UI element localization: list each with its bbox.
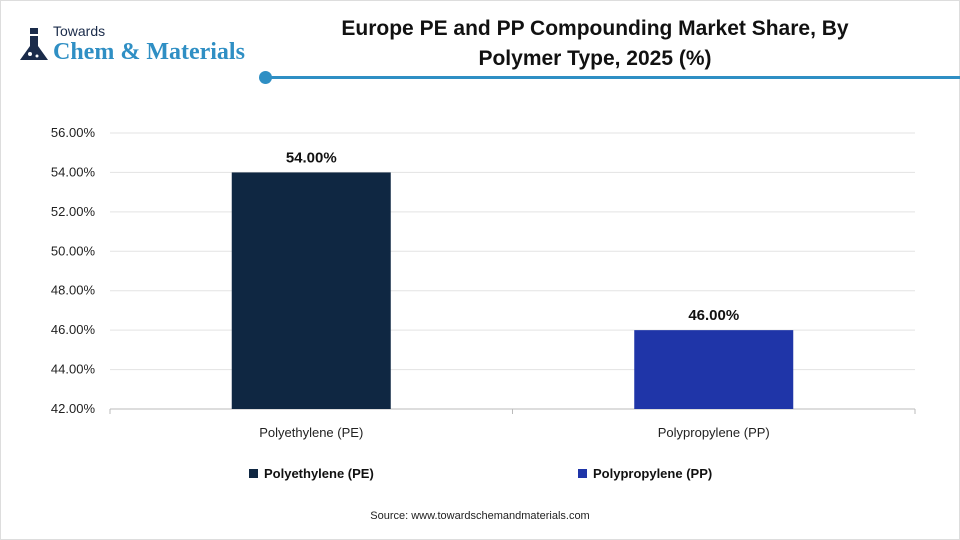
y-tick-label: 56.00% (51, 125, 96, 140)
chart-title-line1: Europe PE and PP Compounding Market Shar… (341, 17, 849, 40)
chart-title-line2: Polymer Type, 2025 (%) (478, 47, 712, 70)
legend-item-pp: Polypropylene (PP) (578, 466, 712, 481)
legend-label: Polypropylene (PP) (593, 466, 713, 481)
legend-label: Polyethylene (PE) (264, 466, 374, 481)
logo-line1: Towards (53, 23, 106, 39)
legend-swatch (578, 469, 587, 478)
legend-item-pe: Polyethylene (PE) (249, 466, 374, 481)
y-tick-label: 44.00% (51, 362, 96, 377)
y-tick-label: 46.00% (51, 322, 96, 337)
y-tick-label: 52.00% (51, 204, 96, 219)
chart-title: Europe PE and PP Compounding Market Shar… (290, 14, 900, 74)
y-tick-label: 54.00% (51, 164, 96, 179)
y-tick-label: 50.00% (51, 243, 96, 258)
data-label: 46.00% (688, 307, 739, 324)
y-tick-label: 42.00% (51, 401, 96, 416)
title-rule (265, 76, 960, 79)
x-tick-label: Polypropylene (PP) (658, 425, 770, 440)
source-text: Source: www.towardschemandmaterials.com (370, 510, 590, 522)
data-label: 54.00% (286, 149, 337, 166)
bar (231, 172, 391, 409)
bar (634, 330, 794, 409)
legend-swatch (249, 469, 258, 478)
flask-icon (20, 28, 48, 60)
x-tick-label: Polyethylene (PE) (259, 425, 363, 440)
y-tick-label: 48.00% (51, 283, 96, 298)
logo-line2: Chem & Materials (53, 39, 245, 65)
